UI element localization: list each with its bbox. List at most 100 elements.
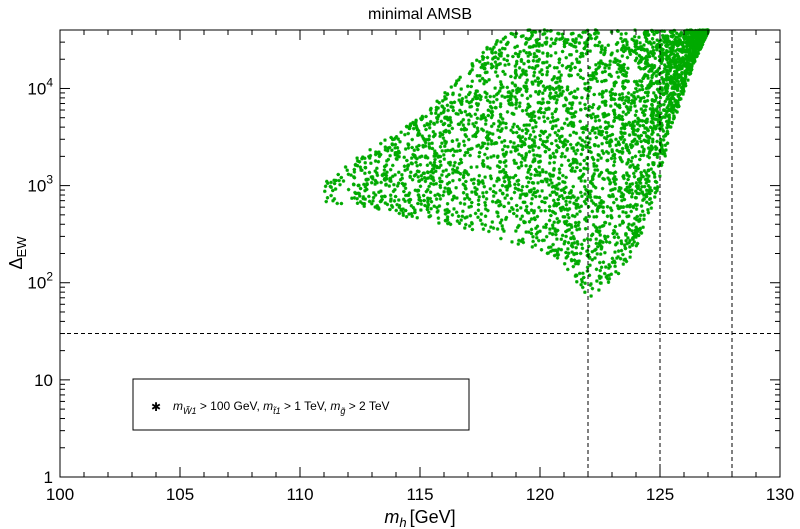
data-point bbox=[571, 121, 576, 125]
data-point bbox=[602, 111, 607, 116]
data-point bbox=[466, 84, 470, 89]
data-point bbox=[497, 124, 501, 129]
data-point bbox=[554, 118, 558, 123]
reference-lines bbox=[60, 30, 780, 477]
data-point bbox=[607, 141, 612, 146]
data-point bbox=[621, 140, 626, 145]
data-point bbox=[593, 168, 597, 172]
data-point bbox=[630, 188, 634, 192]
data-point bbox=[665, 141, 670, 145]
data-point bbox=[657, 72, 661, 76]
data-point bbox=[597, 129, 601, 133]
data-point bbox=[376, 159, 381, 164]
data-point bbox=[486, 208, 490, 213]
data-point bbox=[487, 78, 491, 82]
data-point bbox=[627, 214, 631, 218]
data-point bbox=[443, 212, 448, 216]
data-point bbox=[615, 70, 619, 75]
data-point bbox=[581, 144, 585, 149]
data-point bbox=[485, 130, 489, 134]
data-point bbox=[592, 215, 596, 219]
data-point bbox=[427, 210, 431, 214]
data-point bbox=[460, 96, 465, 101]
data-point bbox=[557, 85, 562, 90]
data-point bbox=[581, 172, 586, 177]
data-point bbox=[415, 127, 420, 132]
data-point bbox=[642, 95, 646, 100]
data-point bbox=[514, 97, 519, 102]
data-point bbox=[393, 136, 398, 140]
data-point bbox=[471, 181, 476, 186]
data-point bbox=[511, 125, 515, 129]
data-point bbox=[405, 167, 410, 171]
data-point bbox=[476, 215, 480, 219]
data-point bbox=[575, 227, 579, 232]
data-point bbox=[644, 32, 648, 37]
data-point bbox=[407, 200, 412, 204]
data-point bbox=[666, 43, 670, 47]
data-point bbox=[497, 204, 501, 208]
data-point bbox=[512, 112, 516, 116]
data-point bbox=[611, 177, 616, 181]
data-point bbox=[512, 158, 516, 163]
data-point bbox=[538, 229, 542, 233]
data-point bbox=[504, 42, 509, 47]
data-point bbox=[553, 109, 558, 114]
data-point bbox=[648, 191, 652, 196]
data-point bbox=[483, 223, 488, 227]
data-point bbox=[414, 120, 418, 124]
data-point bbox=[665, 131, 670, 136]
data-point bbox=[332, 181, 337, 186]
data-point bbox=[542, 60, 546, 65]
data-point bbox=[671, 56, 675, 60]
data-point bbox=[619, 36, 623, 41]
data-point bbox=[399, 130, 403, 134]
data-point bbox=[610, 148, 614, 152]
data-point bbox=[654, 95, 659, 100]
data-point bbox=[440, 173, 444, 177]
data-point bbox=[481, 113, 486, 117]
data-point bbox=[425, 123, 430, 127]
data-point bbox=[621, 252, 625, 257]
data-point bbox=[415, 164, 419, 168]
data-point bbox=[373, 193, 378, 197]
data-point bbox=[530, 66, 535, 70]
data-point bbox=[403, 168, 407, 173]
data-point bbox=[626, 96, 631, 100]
data-point bbox=[613, 156, 617, 161]
data-point bbox=[565, 85, 570, 89]
data-point bbox=[667, 78, 672, 82]
data-point bbox=[440, 179, 444, 184]
data-point bbox=[599, 45, 604, 49]
data-point bbox=[621, 110, 626, 114]
data-point bbox=[653, 186, 657, 190]
data-point bbox=[499, 82, 504, 87]
data-point bbox=[689, 56, 694, 60]
data-point bbox=[387, 184, 392, 188]
data-point bbox=[502, 160, 507, 165]
data-point bbox=[568, 53, 572, 57]
data-point bbox=[610, 260, 615, 265]
data-point bbox=[507, 182, 512, 186]
data-point bbox=[470, 146, 474, 151]
data-point bbox=[557, 37, 562, 42]
data-point bbox=[525, 204, 529, 209]
data-point bbox=[604, 89, 608, 93]
data-point bbox=[585, 269, 590, 273]
data-point bbox=[545, 177, 549, 181]
data-point bbox=[643, 72, 647, 77]
data-point bbox=[620, 98, 624, 102]
data-point bbox=[596, 43, 600, 48]
data-point bbox=[384, 163, 389, 167]
data-point bbox=[608, 264, 612, 269]
data-point bbox=[672, 86, 677, 91]
data-point bbox=[616, 249, 621, 253]
data-point bbox=[648, 67, 653, 72]
data-point bbox=[623, 48, 628, 52]
data-point bbox=[544, 145, 549, 150]
data-point bbox=[450, 213, 455, 217]
data-point bbox=[446, 148, 450, 153]
data-point bbox=[365, 187, 369, 192]
data-point bbox=[616, 29, 620, 33]
data-point bbox=[569, 32, 574, 36]
